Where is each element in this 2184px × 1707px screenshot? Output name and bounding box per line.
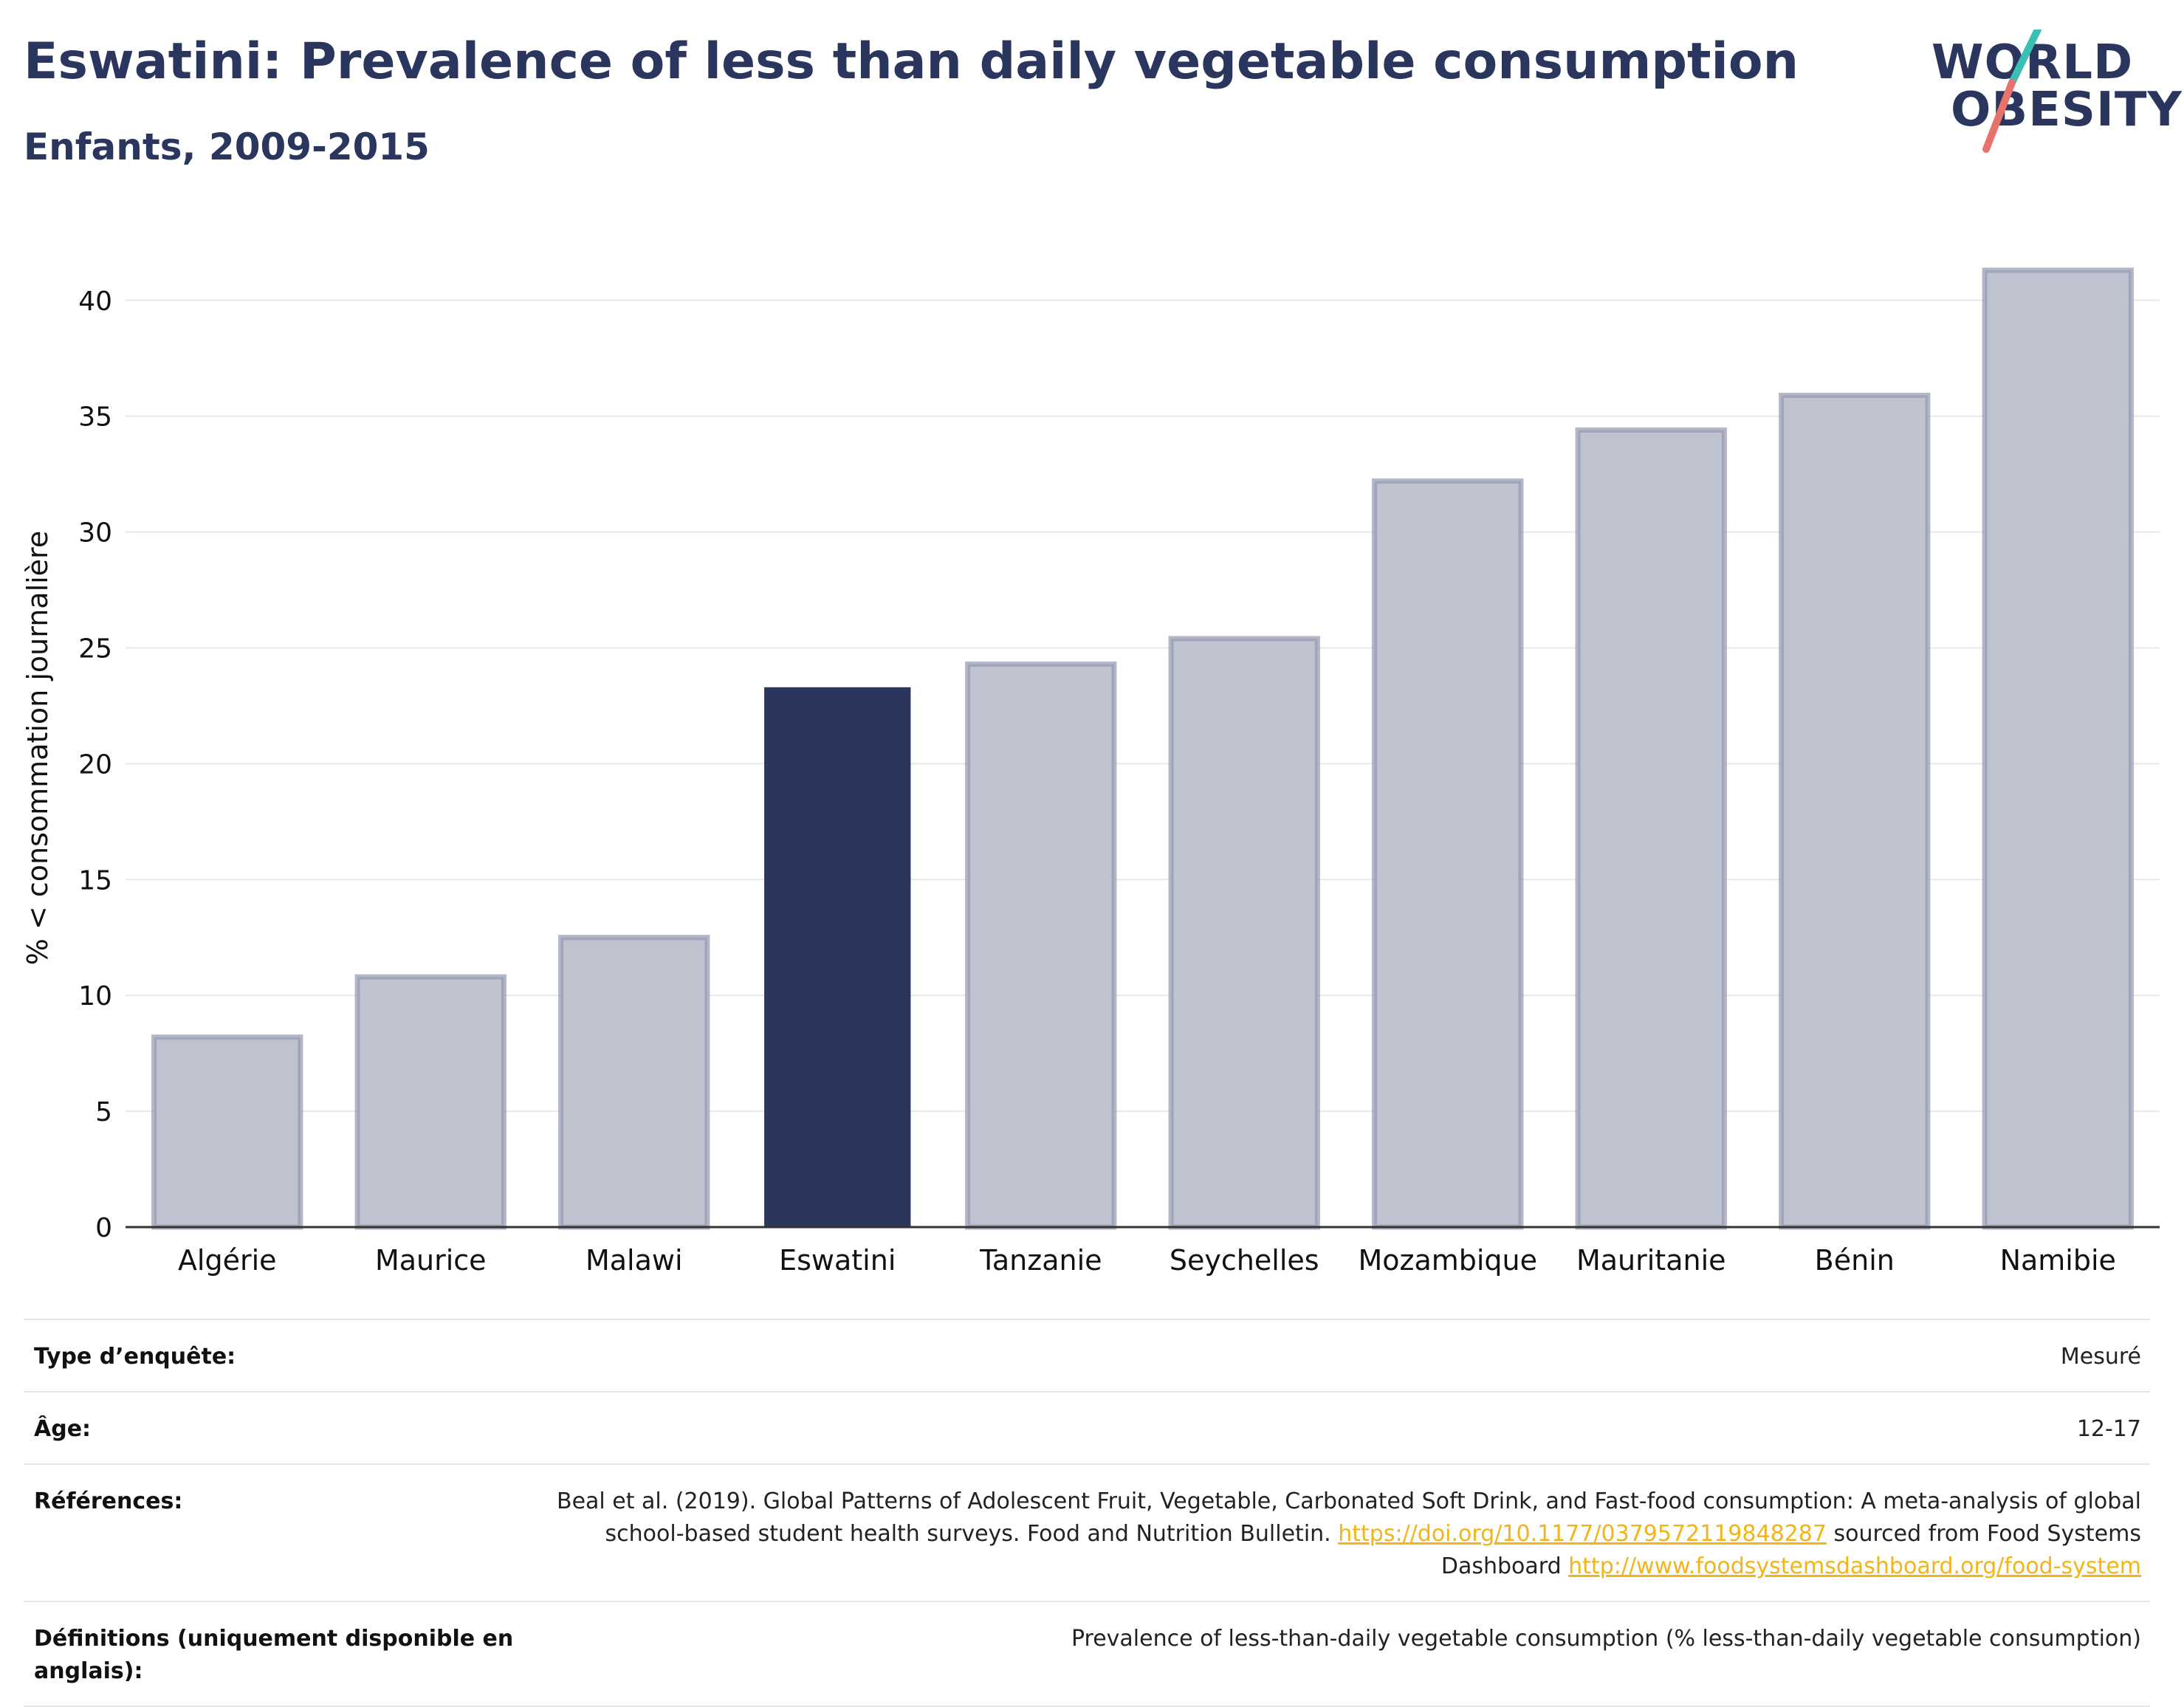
x-tick-label: Bénin xyxy=(1815,1244,1895,1277)
x-tick-label: Mozambique xyxy=(1358,1244,1537,1277)
dashboard-link[interactable]: http://www.foodsystemsdashboard.org/food… xyxy=(1568,1553,2141,1579)
bar-namibie[interactable] xyxy=(1982,267,2134,1230)
logo-slash-icon xyxy=(1982,30,2042,153)
reference-text: sourced from Food Systems Dashboard xyxy=(1440,1521,2141,1579)
y-tick-label: 35 xyxy=(78,402,112,433)
chart-bars xyxy=(151,267,2134,1230)
meta-label: Type d’enquête: xyxy=(34,1344,236,1370)
meta-value: Beal et al. (2019). Global Patterns of A… xyxy=(546,1486,2141,1583)
meta-row-references: Références: Beal et al. (2019). Global P… xyxy=(24,1463,2150,1601)
y-tick-label: 30 xyxy=(78,518,112,549)
bar-maurice[interactable] xyxy=(354,974,506,1230)
x-tick-label: Seychelles xyxy=(1170,1244,1319,1277)
x-tick-label: Tanzanie xyxy=(979,1244,1102,1277)
bar-malawi[interactable] xyxy=(558,935,710,1230)
x-tick-label: Namibie xyxy=(2000,1244,2116,1277)
x-tick-label: Eswatini xyxy=(779,1244,896,1277)
bar-bénin[interactable] xyxy=(1779,392,1931,1230)
meta-value: Mesuré xyxy=(2060,1344,2141,1370)
bar-mauritanie[interactable] xyxy=(1575,427,1727,1230)
y-tick-label: 0 xyxy=(95,1213,112,1243)
meta-label: Définitions (uniquement disponible en an… xyxy=(34,1626,514,1684)
bar-eswatini[interactable] xyxy=(764,687,911,1227)
metadata-table: Type d’enquête: Mesuré Âge: 12-17 Référe… xyxy=(24,1319,2150,1707)
y-axis-ticks: 0 5 10 15 20 25 30 35 40 xyxy=(78,286,112,1243)
meta-row-age: Âge: 12-17 xyxy=(24,1391,2150,1463)
page-title: Eswatini: Prevalence of less than daily … xyxy=(24,32,1799,91)
x-axis-labels: Algérie Maurice Malawi Eswatini Tanzanie Seyc… xyxy=(178,1244,2116,1277)
meta-value: 12-17 xyxy=(2076,1416,2141,1442)
y-tick-label: 5 xyxy=(95,1097,112,1127)
x-tick-label: Algérie xyxy=(178,1244,277,1277)
bar-mozambique[interactable] xyxy=(1372,478,1524,1230)
bar-tanzanie[interactable] xyxy=(965,661,1117,1230)
x-tick-label: Maurice xyxy=(375,1244,487,1277)
y-tick-label: 15 xyxy=(78,865,112,896)
y-tick-label: 40 xyxy=(78,286,112,317)
bar-chart: 0 5 10 15 20 25 30 35 40 Algérie Maurice Malawi Esw… xyxy=(21,267,2160,1277)
bar-algérie[interactable] xyxy=(151,1034,303,1230)
world-obesity-logo: WORLD OBESITY xyxy=(1927,30,2182,162)
y-axis-title: % < consommation journalière xyxy=(21,531,54,965)
reference-text: Beal et al. (2019). Global Patterns of A… xyxy=(556,1488,2141,1547)
meta-value: Prevalence of less-than-daily vegetable … xyxy=(1071,1626,2141,1652)
y-tick-label: 10 xyxy=(78,981,112,1012)
meta-label: Références: xyxy=(34,1488,183,1514)
y-tick-label: 25 xyxy=(78,633,112,664)
x-tick-label: Malawi xyxy=(586,1244,683,1277)
bar-seychelles[interactable] xyxy=(1168,636,1320,1230)
page-subtitle: Enfants, 2009-2015 xyxy=(24,126,430,168)
logo-line-2: OBESITY xyxy=(1951,83,2183,137)
doi-link[interactable]: https://doi.org/10.1177/0379572119848287 xyxy=(1338,1521,1827,1547)
x-tick-label: Mauritanie xyxy=(1576,1244,1726,1277)
meta-row-definitions: Définitions (uniquement disponible en an… xyxy=(24,1601,2150,1707)
meta-label: Âge: xyxy=(34,1416,92,1442)
meta-row-survey: Type d’enquête: Mesuré xyxy=(24,1319,2150,1391)
y-tick-label: 20 xyxy=(78,749,112,780)
